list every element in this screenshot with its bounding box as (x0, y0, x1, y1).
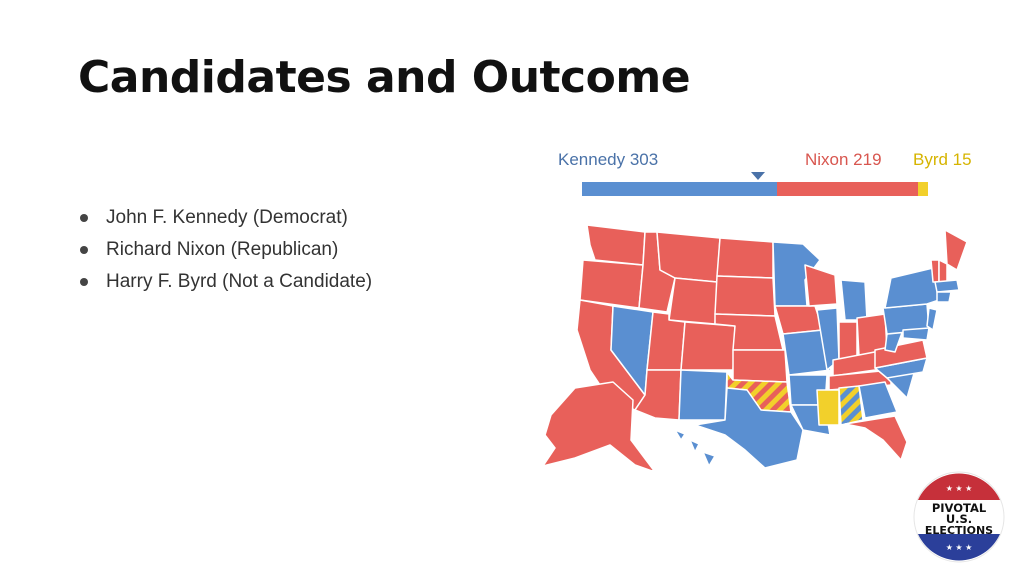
state-missouri (782, 329, 832, 376)
state-georgia (858, 381, 898, 419)
bullet-icon (80, 246, 88, 254)
state-virginia (874, 339, 928, 369)
state-north-dakota (716, 237, 774, 279)
logo-line3: ELECTIONS (925, 524, 993, 537)
list-item: Richard Nixon (Republican) (80, 234, 372, 266)
logo-line1: PIVOTAL (932, 501, 987, 515)
bullet-icon (80, 278, 88, 286)
nixon-label: Nixon 219 (805, 150, 882, 169)
state-utah (646, 311, 686, 371)
bar-segment-nixon (777, 182, 919, 196)
state-iowa (774, 305, 824, 335)
state-new-mexico (678, 369, 728, 421)
kennedy-label: Kennedy 303 (558, 150, 659, 169)
electoral-vote-bar (582, 182, 928, 196)
state-new-york (884, 267, 940, 309)
us-electoral-map (542, 224, 968, 470)
candidate-list: John F. Kennedy (Democrat) Richard Nixon… (80, 202, 372, 298)
bullet-icon (80, 214, 88, 222)
state-wyoming (668, 277, 718, 325)
state-texas (694, 387, 804, 469)
list-item: John F. Kennedy (Democrat) (80, 202, 372, 234)
majority-marker (751, 172, 765, 180)
state-alaska (542, 381, 655, 470)
state-new-jersey (926, 307, 938, 331)
state-wisconsin (804, 264, 838, 307)
pivotal-us-elections-logo: ★ ★ ★ PIVOTAL U.S. ELECTIONS ★ ★ ★ (913, 471, 1005, 563)
logo-line2: U.S. (946, 512, 972, 526)
candidate-nixon: Richard Nixon (Republican) (106, 239, 339, 260)
candidate-kennedy: John F. Kennedy (Democrat) (106, 207, 348, 228)
state-oregon (579, 259, 644, 309)
logo-stars-top: ★ ★ ★ (946, 484, 973, 493)
list-item: Harry F. Byrd (Not a Candidate) (80, 266, 372, 298)
state-alabama (838, 385, 864, 426)
bar-segment-kennedy (582, 182, 778, 196)
logo-stars-bottom: ★ ★ ★ (946, 543, 973, 552)
state-maine (944, 229, 968, 271)
state-kansas (732, 349, 788, 383)
state-maryland (902, 327, 930, 341)
state-south-dakota (714, 275, 776, 317)
state-massachusetts (934, 279, 960, 293)
state-colorado (680, 321, 736, 371)
slide-title: Candidates and Outcome (78, 52, 691, 103)
state-connecticut (936, 291, 952, 303)
state-washington (586, 224, 646, 266)
bar-segment-byrd (918, 182, 928, 196)
state-mississippi (816, 389, 840, 426)
state-florida (844, 415, 908, 461)
state-michigan (840, 279, 868, 321)
state-hawaii (674, 429, 716, 467)
state-vermont (930, 259, 940, 283)
candidate-byrd: Harry F. Byrd (Not a Candidate) (106, 271, 373, 292)
byrd-label: Byrd 15 (913, 150, 972, 169)
